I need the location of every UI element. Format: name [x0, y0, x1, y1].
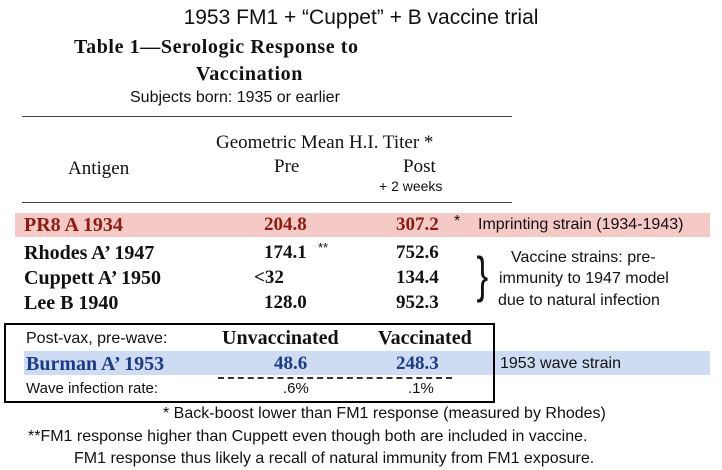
table-title-line1: Table 1—Serologic Response to — [74, 36, 359, 58]
burman-vax-value: 248.3 — [396, 353, 439, 374]
col-vaccinated: Vaccinated — [378, 327, 472, 349]
row-pre-rhodes: 174.1 — [264, 242, 307, 263]
footnote-mark-star: * — [454, 213, 461, 230]
unvax-rate: .6% — [283, 380, 309, 397]
row-pre-lee: 128.0 — [264, 292, 307, 313]
row-pre-pr8: 204.8 — [264, 214, 307, 235]
vaccine-note-line3: due to natural infection — [498, 292, 660, 309]
post-vax-label: Post-vax, pre-wave: — [26, 330, 168, 347]
header-gmt: Geometric Mean H.I. Titer * — [216, 132, 434, 153]
brace-icon: } — [476, 247, 489, 303]
row-post-rhodes: 752.6 — [396, 242, 439, 263]
imprinting-note: Imprinting strain (1934-1943) — [478, 216, 684, 233]
dashed-divider — [218, 377, 452, 379]
footnote-mark-double-star: ** — [318, 240, 329, 255]
wave-infection-label: Wave infection rate: — [26, 380, 159, 397]
header-antigen: Antigen — [68, 158, 130, 179]
burman-unvax-value: 48.6 — [274, 353, 308, 374]
row-antigen-cuppett: Cuppett A’ 1950 — [24, 267, 162, 289]
vaccine-note-line2: immunity to 1947 model — [499, 270, 669, 287]
row-antigen-burman: Burman A’ 1953 — [26, 353, 165, 375]
wave-strain-note: 1953 wave strain — [500, 355, 621, 372]
header-post: Post — [403, 156, 436, 177]
imprinting-highlight — [15, 213, 710, 237]
row-antigen-pr8: PR8 A 1934 — [24, 214, 123, 236]
header-rule — [22, 202, 512, 203]
header-post-sub: + 2 weeks — [379, 178, 443, 194]
col-unvaccinated: Unvaccinated — [222, 327, 339, 349]
row-antigen-lee: Lee B 1940 — [24, 292, 119, 314]
top-rule — [22, 116, 512, 117]
row-antigen-rhodes: Rhodes A’ 1947 — [24, 242, 155, 264]
page-title: 1953 FM1 + “Cuppet” + B vaccine trial — [183, 6, 539, 29]
row-post-pr8: 307.2 — [396, 214, 439, 235]
header-pre: Pre — [274, 156, 300, 177]
row-post-lee: 952.3 — [396, 292, 439, 313]
footnote-1: * Back-boost lower than FM1 response (me… — [163, 405, 606, 422]
row-pre-cuppett: <32 — [254, 267, 284, 288]
vaccine-note-line1: Vaccine strains: pre- — [511, 249, 656, 266]
row-post-cuppett: 134.4 — [396, 267, 439, 288]
footnote-3: FM1 response thus likely a recall of nat… — [74, 450, 595, 467]
vax-rate: .1% — [408, 380, 434, 397]
subjects-note: Subjects born: 1935 or earlier — [130, 89, 340, 106]
post-vax-box — [4, 323, 495, 403]
wave-strain-highlight — [24, 351, 710, 375]
table-title-line2: Vaccination — [196, 63, 303, 85]
footnote-2: **FM1 response higher than Cuppett even … — [28, 428, 588, 445]
